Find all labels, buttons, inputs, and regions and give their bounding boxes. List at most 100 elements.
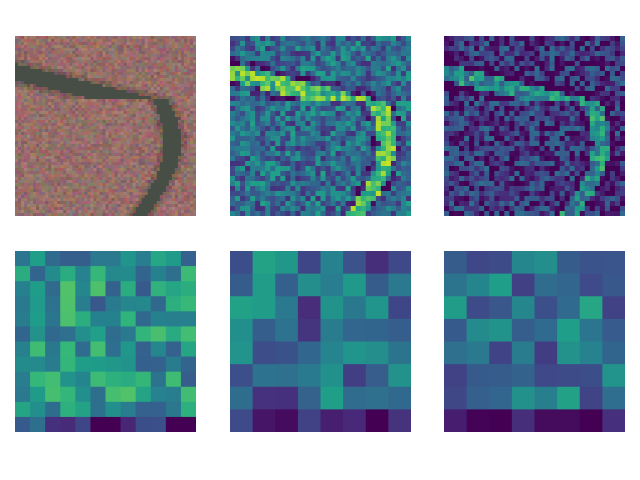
heatmap-cell bbox=[375, 166, 382, 172]
heatmap-cell bbox=[395, 96, 402, 102]
heatmap-cell bbox=[375, 196, 382, 202]
photo-pixel bbox=[114, 183, 119, 187]
photo-pixel bbox=[150, 111, 155, 115]
photo-pixel bbox=[156, 177, 161, 181]
photo-pixel bbox=[138, 84, 143, 88]
photo-pixel bbox=[81, 108, 85, 112]
photo-pixel bbox=[84, 132, 88, 136]
photo-pixel bbox=[69, 90, 73, 94]
photo-pixel bbox=[24, 183, 28, 187]
photo-pixel bbox=[123, 147, 128, 151]
photo-pixel bbox=[192, 69, 196, 73]
photo-pixel bbox=[51, 135, 55, 139]
photo-pixel bbox=[186, 48, 191, 52]
photo-pixel bbox=[123, 192, 128, 196]
heatmap-cell bbox=[300, 206, 307, 212]
photo-pixel bbox=[57, 42, 61, 46]
photo-pixel bbox=[78, 81, 82, 85]
photo-pixel bbox=[30, 213, 34, 216]
photo-pixel bbox=[18, 84, 22, 88]
photo-pixel bbox=[129, 135, 134, 139]
photo-pixel bbox=[66, 69, 70, 73]
photo-pixel bbox=[132, 162, 137, 166]
photo-pixel bbox=[39, 81, 43, 85]
photo-pixel bbox=[45, 204, 49, 208]
photo-pixel bbox=[147, 138, 152, 142]
heatmap-cell bbox=[395, 56, 402, 62]
heatmap-cell bbox=[579, 41, 586, 47]
photo-pixel bbox=[102, 177, 107, 181]
photo-pixel bbox=[54, 51, 58, 55]
photo-pixel bbox=[96, 78, 101, 82]
heatmap-cell bbox=[390, 111, 397, 117]
photo-pixel bbox=[168, 213, 173, 216]
heatmap-cell bbox=[280, 151, 286, 157]
photo-pixel bbox=[177, 99, 182, 103]
heatmap-cell bbox=[260, 141, 266, 147]
heatmap-cell bbox=[270, 131, 276, 137]
photo-pixel bbox=[144, 114, 149, 118]
photo-pixel bbox=[141, 132, 146, 136]
photo-pixel bbox=[90, 147, 95, 151]
photo-pixel bbox=[141, 195, 146, 199]
photo-pixel bbox=[135, 138, 140, 142]
photo-pixel bbox=[114, 204, 119, 208]
heatmap-cell bbox=[235, 151, 241, 157]
photo-pixel bbox=[63, 192, 67, 196]
photo-pixel bbox=[66, 189, 70, 193]
photo-pixel bbox=[63, 210, 67, 214]
photo-pixel bbox=[120, 183, 125, 187]
photo-pixel bbox=[165, 144, 170, 148]
heatmap-cell bbox=[300, 121, 307, 127]
photo-pixel bbox=[147, 75, 152, 79]
photo-pixel bbox=[126, 189, 131, 193]
photo-pixel bbox=[144, 159, 149, 163]
photo-pixel bbox=[96, 114, 101, 118]
photo-pixel bbox=[102, 48, 107, 52]
photo-pixel bbox=[78, 141, 82, 145]
photo-pixel bbox=[96, 45, 101, 49]
photo-pixel bbox=[189, 108, 194, 112]
photo-pixel bbox=[111, 189, 116, 193]
photo-pixel bbox=[105, 105, 110, 109]
photo-pixel bbox=[54, 171, 58, 175]
photo-pixel bbox=[159, 174, 164, 178]
heatmap-cell bbox=[305, 46, 312, 52]
photo-pixel bbox=[165, 204, 170, 208]
photo-pixel bbox=[96, 123, 101, 127]
heatmap-cell bbox=[235, 101, 241, 107]
photo-pixel bbox=[117, 69, 122, 73]
heatmap-cell bbox=[275, 211, 281, 216]
photo-pixel bbox=[117, 81, 122, 85]
photo-pixel bbox=[129, 90, 134, 94]
photo-pixel bbox=[171, 54, 176, 58]
photo-pixel bbox=[57, 147, 61, 151]
heatmap-cell bbox=[285, 186, 291, 192]
photo-pixel bbox=[147, 123, 152, 127]
photo-pixel bbox=[177, 90, 182, 94]
photo-pixel bbox=[108, 162, 113, 166]
heatmap-cell bbox=[345, 81, 352, 87]
heatmap-cell bbox=[335, 51, 342, 57]
photo-pixel bbox=[99, 213, 104, 216]
photo-pixel bbox=[165, 153, 170, 157]
photo-pixel bbox=[180, 204, 185, 208]
photo-pixel bbox=[75, 156, 79, 160]
heatmap-cell bbox=[285, 86, 291, 92]
photo-pixel bbox=[39, 132, 43, 136]
photo-pixel bbox=[21, 93, 25, 97]
heatmap-cell bbox=[390, 166, 397, 172]
heatmap-cell bbox=[285, 46, 291, 52]
heatmap-cell bbox=[270, 181, 276, 187]
photo-pixel bbox=[96, 156, 101, 160]
heatmap-cell bbox=[230, 116, 236, 122]
heatmap-cell bbox=[290, 66, 296, 72]
photo-pixel bbox=[102, 165, 107, 169]
heatmap-cell bbox=[370, 101, 377, 107]
heatmap-cell bbox=[250, 56, 256, 62]
photo-pixel bbox=[99, 123, 104, 127]
photo-pixel bbox=[105, 177, 110, 181]
photo-pixel bbox=[15, 201, 19, 205]
photo-pixel bbox=[42, 63, 46, 67]
heatmap-cell bbox=[355, 66, 362, 72]
